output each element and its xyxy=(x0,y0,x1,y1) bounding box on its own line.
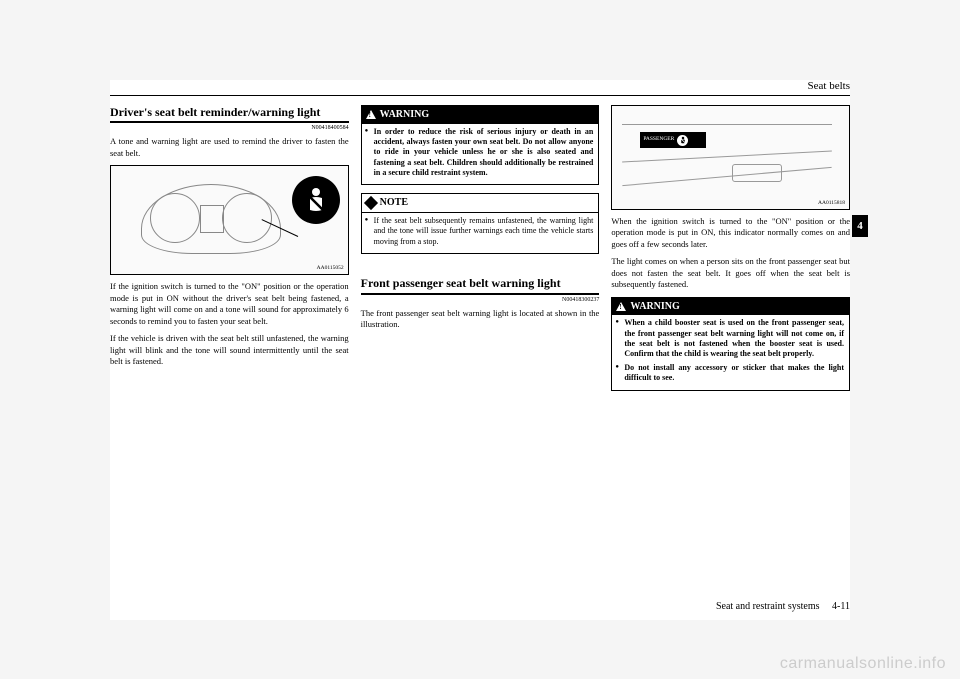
doc-code: N00418300237 xyxy=(361,296,600,304)
dash-edge xyxy=(622,124,832,125)
column-3: PASSENGER AA0115818 When the ignition sw… xyxy=(611,105,850,590)
header-section: Seat belts xyxy=(808,80,850,92)
warning-box: WARNING When a child booster seat is use… xyxy=(611,297,850,391)
passenger-label: PASSENGER xyxy=(643,136,674,143)
warning-triangle-icon xyxy=(366,110,376,119)
watermark: carmanualsonline.info xyxy=(780,655,946,673)
note-title: NOTE xyxy=(380,196,408,210)
warning-header: WARNING xyxy=(362,106,599,124)
paragraph: The front passenger seat belt warning li… xyxy=(361,308,600,331)
cluster-outline xyxy=(141,184,281,254)
paragraph: When the ignition switch is turned to th… xyxy=(611,216,850,250)
dash-edge xyxy=(622,151,832,163)
doc-code: N00418400584 xyxy=(110,124,349,132)
spacer xyxy=(361,262,600,276)
display-icon xyxy=(200,205,224,233)
warning-title: WARNING xyxy=(630,300,679,314)
warning-triangle-icon xyxy=(616,302,626,311)
figure-passenger-dashboard: PASSENGER AA0115818 xyxy=(611,105,850,210)
seatbelt-warning-icon xyxy=(292,176,340,224)
note-bullet: If the seat belt subsequently remains un… xyxy=(374,216,594,247)
column-1: Driver's seat belt reminder/warning ligh… xyxy=(110,105,349,590)
warning-bullet: When a child booster seat is used on the… xyxy=(624,318,844,360)
section-title-passenger-belt: Front passenger seat belt warning light xyxy=(361,276,600,294)
header-rule xyxy=(110,95,850,96)
warning-box: WARNING In order to reduce the risk of s… xyxy=(361,105,600,185)
warning-title: WARNING xyxy=(380,108,429,122)
glovebox-icon xyxy=(732,164,782,182)
page-footer: Seat and restraint systems 4-11 xyxy=(716,601,850,612)
paragraph: The light comes on when a person sits on… xyxy=(611,256,850,290)
paragraph: If the ignition switch is turned to the … xyxy=(110,281,349,327)
warning-body: When a child booster seat is used on the… xyxy=(612,315,849,389)
footer-chapter: Seat and restraint systems xyxy=(716,601,820,612)
figure-code: AA0115818 xyxy=(818,200,845,207)
note-body: If the seat belt subsequently remains un… xyxy=(362,213,599,253)
manual-page: Seat belts 4 Driver's seat belt reminder… xyxy=(110,80,850,620)
footer-page: 4-11 xyxy=(832,601,850,612)
seatbelt-mini-icon xyxy=(677,135,688,146)
gauge-icon xyxy=(150,193,200,243)
section-title-driver-belt: Driver's seat belt reminder/warning ligh… xyxy=(110,105,349,123)
warning-body: In order to reduce the risk of serious i… xyxy=(362,124,599,185)
figure-code: AA0115052 xyxy=(317,265,344,272)
warning-header: WARNING xyxy=(612,298,849,316)
chapter-tab: 4 xyxy=(852,215,868,237)
figure-instrument-cluster: AA0115052 xyxy=(110,165,349,275)
warning-bullet: In order to reduce the risk of serious i… xyxy=(374,127,594,179)
note-diamond-icon xyxy=(364,196,378,210)
dash-edge xyxy=(623,167,832,186)
column-2: WARNING In order to reduce the risk of s… xyxy=(361,105,600,590)
warning-bullet: Do not install any accessory or sticker … xyxy=(624,363,844,384)
gauge-icon xyxy=(222,193,272,243)
passenger-indicator-badge: PASSENGER xyxy=(640,132,706,148)
note-box: NOTE If the seat belt subsequently remai… xyxy=(361,193,600,254)
paragraph: If the vehicle is driven with the seat b… xyxy=(110,333,349,367)
note-header: NOTE xyxy=(362,194,599,213)
paragraph: A tone and warning light are used to rem… xyxy=(110,136,349,159)
content-columns: Driver's seat belt reminder/warning ligh… xyxy=(110,105,850,590)
